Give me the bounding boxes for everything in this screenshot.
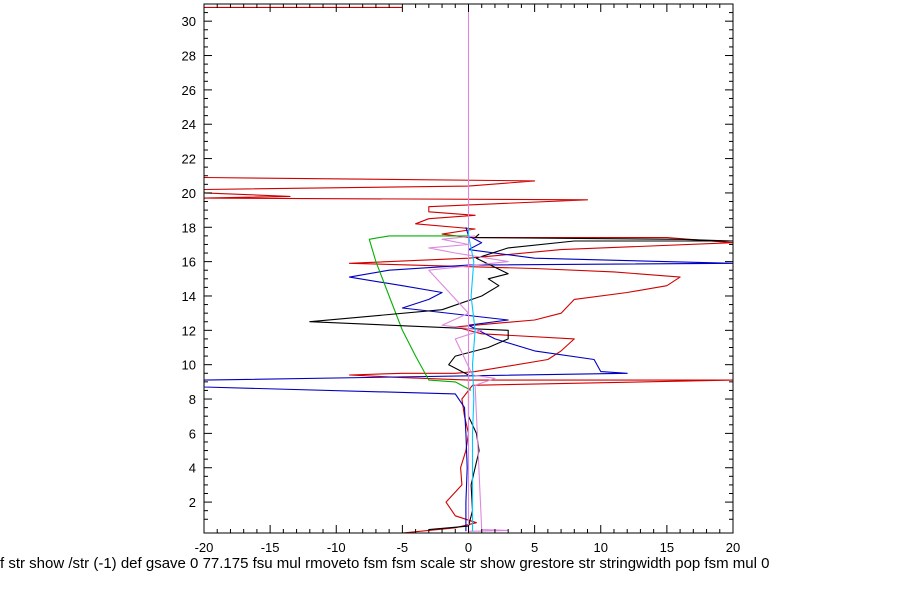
y-tick-label: 12 bbox=[182, 323, 196, 338]
y-tick-label: 26 bbox=[182, 83, 196, 98]
series-line-8 bbox=[467, 227, 476, 532]
x-tick-label: 10 bbox=[594, 540, 608, 555]
series-line-1 bbox=[204, 176, 734, 533]
y-tick-label: 6 bbox=[189, 426, 196, 441]
x-tick-label: -10 bbox=[327, 540, 346, 555]
x-axis: -20 -15 -10 -5 0 5 10 15 20 bbox=[195, 4, 740, 555]
x-tick-label: 5 bbox=[531, 540, 538, 555]
series-line-4 bbox=[368, 235, 472, 391]
y-tick-label: 2 bbox=[189, 495, 196, 510]
y-tick-label: 10 bbox=[182, 358, 196, 373]
y-tick-label: 18 bbox=[182, 220, 196, 235]
x-tick-label: 20 bbox=[726, 540, 740, 555]
series-line-7 bbox=[428, 235, 509, 532]
y-tick-label: 24 bbox=[182, 117, 196, 132]
y-tick-label: 20 bbox=[182, 186, 196, 201]
y-tick-label: 8 bbox=[189, 392, 196, 407]
x-tick-label: 15 bbox=[660, 540, 674, 555]
y-tick-label: 4 bbox=[189, 461, 196, 476]
series-layer bbox=[204, 5, 734, 533]
x-tick-label: -15 bbox=[261, 540, 280, 555]
y-tick-label: 28 bbox=[182, 49, 196, 64]
series-line-5 bbox=[309, 233, 734, 531]
x-axis-label: f str show /str (-1) def gsave 0 77.175 … bbox=[0, 555, 769, 572]
x-tick-label: 0 bbox=[465, 540, 472, 555]
y-tick-label: 22 bbox=[182, 152, 196, 167]
y-tick-label: 30 bbox=[182, 14, 196, 29]
x-tick-label: -20 bbox=[195, 540, 214, 555]
x-tick-label: -5 bbox=[397, 540, 409, 555]
y-tick-label: 16 bbox=[182, 255, 196, 270]
series-line-3 bbox=[204, 227, 734, 532]
y-tick-label: 14 bbox=[182, 289, 196, 304]
